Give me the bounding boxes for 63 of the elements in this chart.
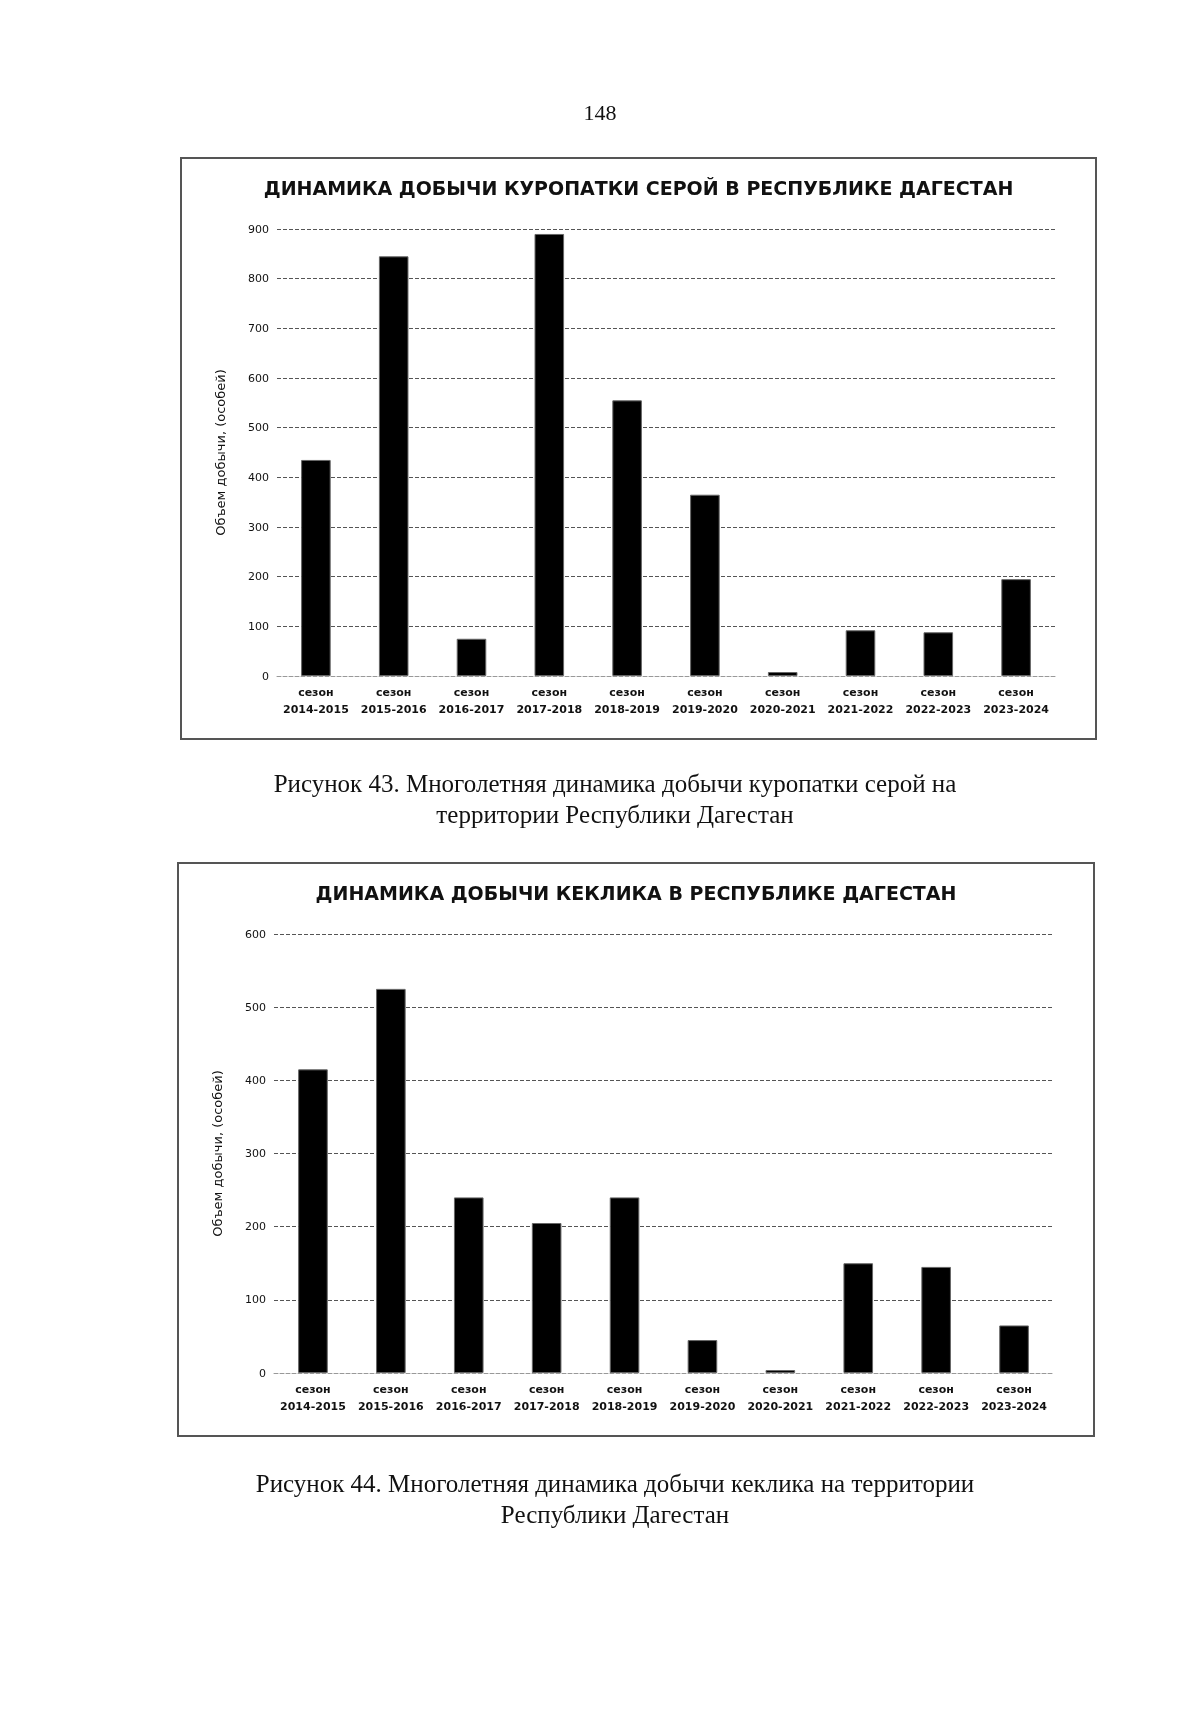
x-tick-label: сезон 2014-2015 (283, 686, 349, 716)
y-tick-label: 0 (262, 669, 269, 683)
bar (687, 1340, 718, 1373)
x-tick-label: сезон 2014-2015 (280, 1383, 346, 1413)
bar (843, 1263, 874, 1373)
bar (999, 1325, 1029, 1373)
x-tick-label: сезон 2023-2024 (983, 686, 1050, 716)
x-tick-label: сезон 2019-2020 (669, 1383, 736, 1413)
bar (845, 630, 876, 676)
bar (456, 638, 487, 676)
y-tick-label: 700 (248, 321, 269, 335)
x-tick-label: сезон 2022-2023 (905, 686, 972, 716)
bar (531, 1223, 562, 1373)
bar (453, 1197, 484, 1373)
y-tick-label: 100 (248, 619, 269, 633)
y-tick-label: 200 (245, 1220, 266, 1234)
bar (767, 672, 798, 676)
y-tick-label: 600 (245, 927, 266, 941)
bar (378, 256, 409, 676)
y-tick-label: 200 (248, 570, 269, 584)
y-tick-label: 800 (248, 272, 269, 286)
bar (690, 494, 720, 676)
y-tick-label: 100 (245, 1293, 266, 1307)
bar (301, 459, 331, 676)
x-tick-label: сезон 2019-2020 (672, 686, 739, 716)
x-tick-label: сезон 2020-2021 (749, 686, 816, 716)
bar (376, 988, 406, 1373)
chart-title: ДИНАМИКА ДОБЫЧИ КУРОПАТКИ СЕРОЙ В РЕСПУБЛИКЕ ДАГЕСТАН (263, 176, 1014, 199)
x-tick-label: сезон 2020-2021 (747, 1383, 814, 1413)
y-tick-label: 300 (248, 520, 269, 534)
x-tick-label: сезон 2015-2016 (357, 1383, 425, 1413)
x-tick-label: сезон 2017-2018 (516, 686, 583, 716)
y-tick-label: 400 (245, 1073, 266, 1087)
bar (298, 1069, 328, 1373)
x-tick-label: сезон 2015-2016 (360, 686, 427, 716)
x-tick-label: сезон 2018-2019 (591, 1383, 658, 1413)
y-tick-label: 400 (248, 470, 269, 484)
x-tick-label: сезон 2017-2018 (513, 1383, 580, 1413)
bar (609, 1197, 640, 1373)
bar (612, 400, 642, 676)
y-tick-label: 600 (248, 371, 269, 385)
x-tick-label: сезон 2018-2019 (594, 686, 660, 716)
y-axis-title: Объем добычи, (особей) (213, 369, 228, 536)
x-tick-label: сезон 2021-2022 (827, 686, 894, 716)
x-tick-label: сезон 2016-2017 (435, 1383, 502, 1413)
x-tick-label: сезон 2023-2024 (981, 1383, 1048, 1413)
y-tick-label: 500 (245, 1000, 266, 1014)
y-tick-label: 300 (245, 1147, 266, 1160)
text: Рисунок 44. Многолетняя динамика добычи кеклика на территории Республики Дагестан (254, 1469, 976, 1530)
y-tick-label: 500 (248, 421, 269, 435)
bar (534, 233, 565, 676)
x-tick-label: сезон 2022-2023 (903, 1383, 970, 1413)
bar (921, 1266, 951, 1373)
bar (923, 632, 954, 676)
y-tick-label: 0 (259, 1366, 266, 1380)
text: 148 (582, 100, 618, 126)
y-axis-title: Объем добычи, (особей) (210, 1070, 225, 1237)
x-tick-label: сезон 2021-2022 (825, 1383, 892, 1413)
y-tick-label: 900 (248, 222, 269, 236)
x-tick-label: сезон 2016-2017 (438, 686, 505, 716)
chart-title: ДИНАМИКА ДОБЫЧИ КЕКЛИКА В РЕСПУБЛИКЕ ДАГЕСТАН (315, 881, 957, 904)
bar (1001, 579, 1031, 676)
text: Рисунок 43. Многолетняя динамика добычи куропатки серой на территории Республики Дагестан (272, 769, 958, 830)
